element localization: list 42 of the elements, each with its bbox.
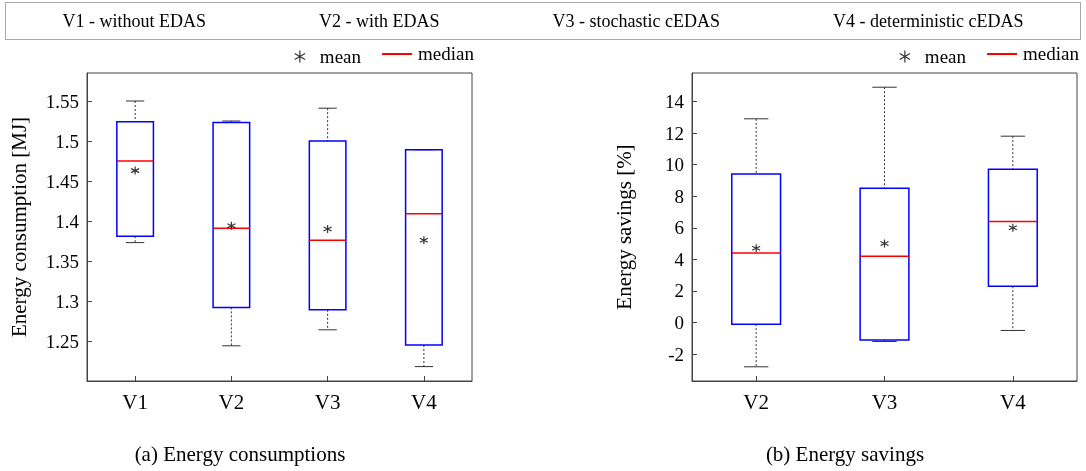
point [751,243,761,253]
y-tick-label: 1.3 [55,290,79,312]
y-tick-label: 0 [674,312,684,334]
text: median [418,43,475,64]
y-tick-label: 1.25 [45,330,79,352]
y-tick-label: 12 [665,122,684,144]
y-tick-label: 1.55 [45,90,79,112]
y-tick-label: 1.5 [55,130,79,152]
x-tick-label: V4 [411,389,438,414]
text: V3 - stochastic cEDAS [552,10,720,32]
y-tick-label: 14 [665,90,685,112]
x-tick-label: V3 [314,389,341,414]
x-tick-label: V1 [122,389,148,414]
y-tick-label: 4 [674,248,685,270]
text: (b) Energy savings [765,441,925,466]
y-tick-label: 10 [665,154,684,176]
legend-label: mean [924,46,967,67]
x-tick-label: V3 [871,389,898,414]
text: V1 - without EDAS [62,10,206,32]
point [323,224,333,234]
legend-label: mean [319,46,362,67]
text: (a) Energy consumptions [134,441,346,466]
point [130,166,140,176]
y-tick-label: 2 [674,280,684,302]
x-tick-label: V4 [1000,389,1027,414]
text: V2 - with EDAS [319,10,440,32]
y-tick-label: 1.4 [55,210,80,232]
x-tick-label: V2 [743,389,769,414]
point [226,221,236,231]
x-tick-label: V2 [218,389,245,414]
point [879,238,890,249]
y-tick-label: -2 [668,343,684,365]
y-axis-title: Energy consumption [MJ] [6,116,31,338]
text: V4 - deterministic cEDAS [833,10,1024,32]
point [419,235,429,245]
y-axis-title: Energy savings [%] [611,144,636,310]
y-tick-label: 1.45 [45,170,79,192]
point [1008,223,1018,233]
y-tick-label: 1.35 [45,250,79,272]
y-tick-label: 6 [674,217,684,239]
text: median [1023,43,1080,64]
y-tick-label: 8 [674,185,684,207]
